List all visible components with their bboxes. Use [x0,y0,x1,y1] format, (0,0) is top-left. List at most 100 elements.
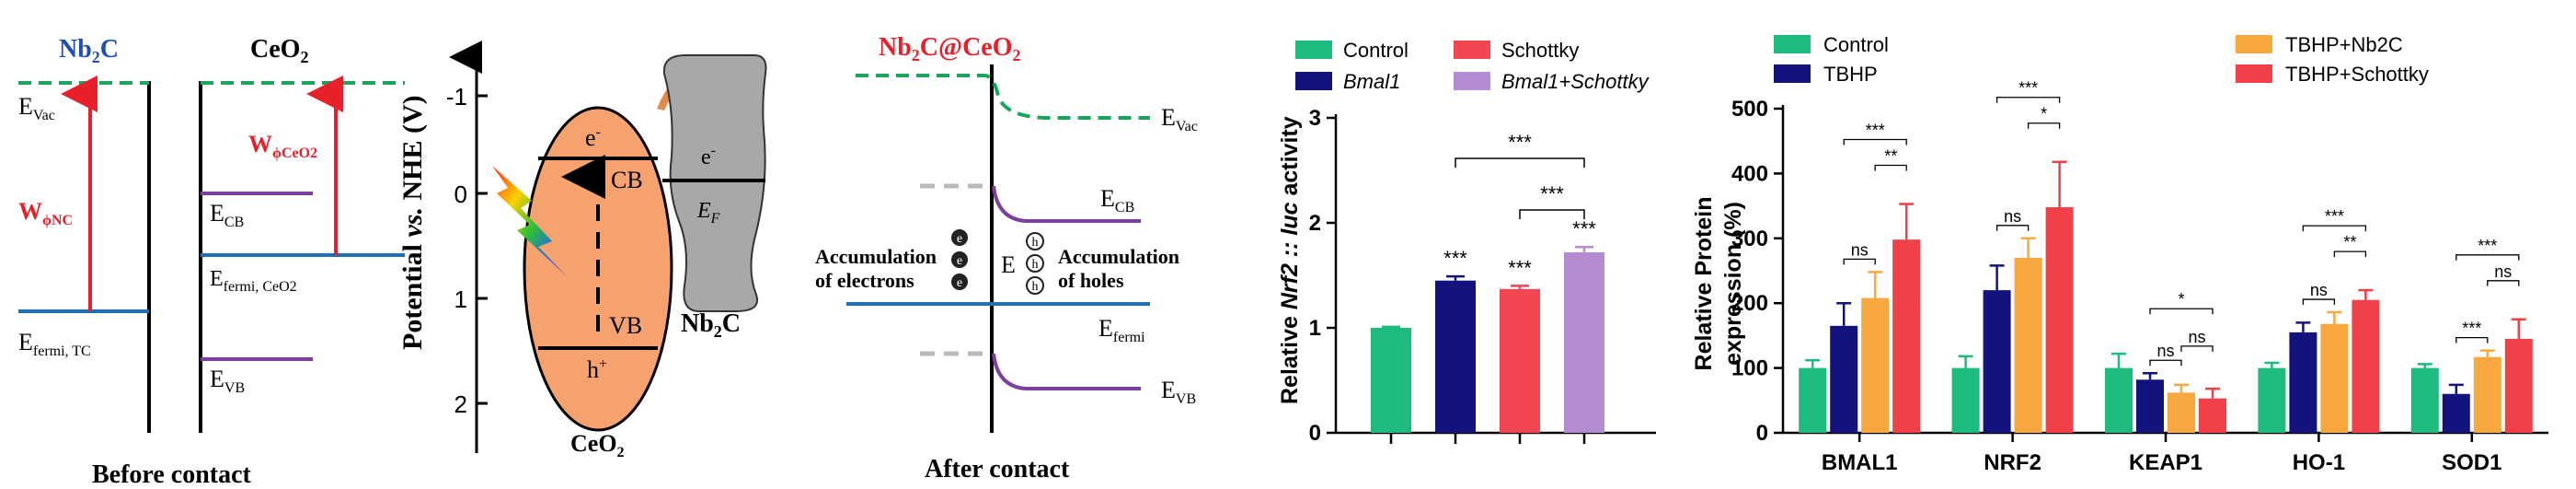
category-label: HO-1 [2293,450,2345,475]
significance-bracket [1995,97,2061,103]
legend-label: TBHP [1823,63,1878,86]
bar-tbhp [2289,332,2317,433]
bracket-label: *** [1508,131,1532,154]
hole-symbols: h h h [1026,232,1044,295]
significance-label: *** [1572,217,1596,240]
significance-bracket [2149,359,2182,367]
significance-bracket [2333,250,2367,258]
y-tick-label: 0 [1756,421,1768,446]
bracket-label: * [2041,105,2047,123]
evac-label: EVac [1161,104,1198,134]
y-axis-label-part: Nrf2 :: luc [1277,202,1303,309]
evb-label: EVB [210,366,245,396]
bar-schottky [1500,288,1540,433]
significance-bracket [2455,254,2520,261]
significance-bracket [1843,258,1876,265]
efermi-tc-label: Efermi, TC [18,329,91,359]
y-tick-label: 300 [1731,227,1768,251]
legend-swatch [1454,72,1490,90]
y-tick-label: 3 [1309,106,1321,131]
y-axis-label: Relative Nrf2 :: luc activity [1277,116,1303,404]
electron-dot-label: e [957,276,962,290]
evac-label: EVac [18,93,55,123]
bracket-label: * [2178,290,2184,309]
significance-label: *** [1443,247,1467,270]
bar-tbhp-schottky [2045,207,2074,433]
band-diagram-after-contact: Nb2C@CeO2 EVac ECB Efermi EVB Accumulati… [815,33,1198,483]
conduction-band-bent [992,185,1141,223]
accumulation-holes-label: Accumulation of holes [1058,245,1179,292]
significance-bracket [1995,225,2030,231]
tick-label: 2 [454,390,467,418]
legend-swatch [2236,64,2272,83]
tick-label: 0 [454,180,467,208]
significance-bracket [2487,280,2520,286]
significance-bracket [2180,345,2214,352]
legend-label: Control [1823,33,1889,56]
legend-label: Control [1343,39,1409,62]
y-axis-label-line: Relative Protein [1691,197,1717,371]
significance-bracket [2302,225,2367,232]
accumulation-electrons-label: Accumulation of electrons [815,245,937,292]
heterojunction-title: Nb2C@CeO2 [879,33,1021,64]
legend-label: Schottky [1501,39,1579,62]
bar-control [2258,367,2286,433]
y-tick-label: 400 [1731,161,1768,186]
bracket-label: ** [2343,233,2356,251]
bracket-label: *** [2462,320,2481,338]
vacuum-level-bent [856,74,1150,120]
electron-dot [951,274,968,290]
efermi-label: Efermi [1098,315,1145,345]
bar-tbhp-schottky [2199,398,2226,433]
category-label: SOD1 [2442,450,2501,475]
electron-dot [951,251,968,268]
protein-expression-chart: 0 100 200 300 400 500 Relative Protein expressi… [1691,33,2548,475]
significance-bracket [2027,122,2061,129]
category-label: BMAL1 [1822,450,1898,475]
nb2c-electron-label: e- [701,143,716,169]
bracket-label: *** [1866,121,1885,139]
y-axis-label: Relative Protein expression (%) [1691,197,1746,371]
y-axis-label-line: expression (%) [1720,202,1746,366]
legend-swatch [2236,35,2272,53]
electron-dot [951,229,968,246]
hole-dot-label: h [1032,280,1039,294]
light-bolt-icon [492,166,567,276]
y-tick-label: 200 [1731,291,1768,316]
bar-tbhp-schottky [2504,338,2533,433]
electric-field-label: E [1001,251,1016,278]
after-contact-caption: After contact [925,455,1070,483]
ef-label: EF [696,199,720,227]
significance-bracket [1519,209,1585,219]
hole-dot [1026,276,1044,295]
ceo2-title: CeO2 [250,35,308,66]
bar-tbhp-schottky [1892,239,1921,433]
bar-bmal1 [1435,280,1476,433]
before-contact-caption: Before contact [92,460,252,489]
bar-tbhp-nb2c [2168,392,2195,433]
bar-control [1371,328,1411,433]
hole-dot [1026,254,1044,273]
significance-bracket [1455,157,1585,168]
bracket-label: ns [2310,281,2328,299]
nb2c-label: Nb2C [681,309,741,341]
electron-dot-label: e [957,232,962,246]
bar-tbhp-nb2c [2014,257,2042,433]
significance-bracket [2455,336,2489,343]
electron-label: e- [585,124,601,151]
band-diagram-before-contact: Nb2C CeO2 EVac WϕNC Efermi, TC ECB Eferm… [18,35,405,489]
bar-tbhp-schottky [2352,299,2380,433]
legend-swatch [1454,41,1490,59]
legend-label: Bmal1+Schottky [1501,70,1650,93]
category-label: NRF2 [1984,450,2041,475]
bracket-label: *** [2478,237,2497,255]
bracket-label: ns [2494,262,2512,281]
hole-dot [1026,232,1044,250]
nb2c-title: Nb2C [59,35,119,66]
significance-label: *** [1508,256,1532,279]
bar-control [1799,367,1827,433]
bar-tbhp-nb2c [1861,297,1890,433]
electron-symbols: e e e [951,229,968,290]
bracket-label: *** [2325,207,2344,226]
